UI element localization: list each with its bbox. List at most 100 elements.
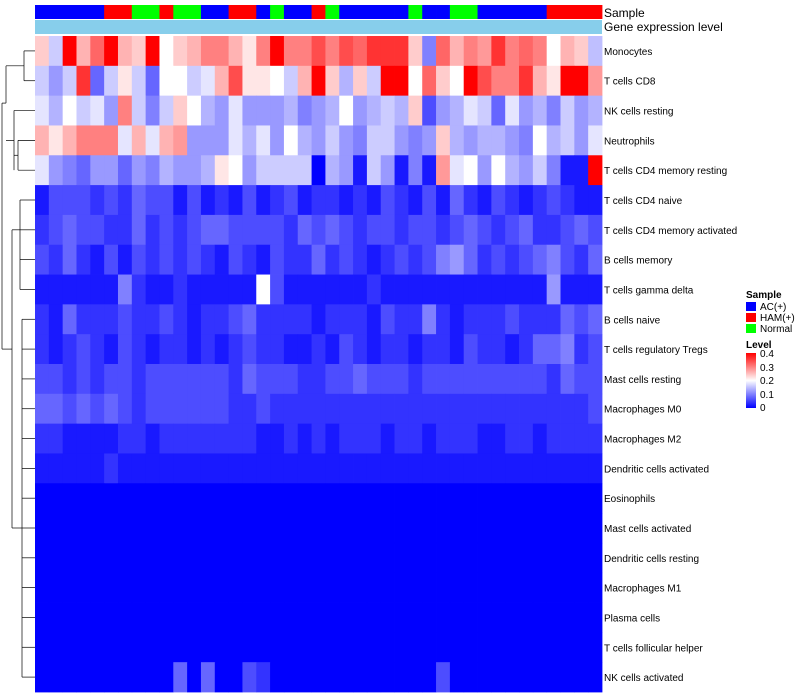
heatmap-cell [200,274,216,305]
heatmap-cell [449,364,465,395]
heatmap-cell [546,244,561,275]
heatmap-cell [463,155,478,186]
heatmap-cell [408,662,423,693]
heatmap-cell [311,274,326,305]
heatmap-cell [380,602,395,633]
heatmap-cell [76,453,91,484]
heatmap-cell [297,393,312,425]
heatmap-cell [90,95,105,126]
heatmap-cell [394,155,409,186]
sample-cell [200,5,216,19]
heatmap-cell [574,364,589,395]
heatmap-cell [408,36,423,67]
heatmap-cell [256,393,271,425]
heatmap-cell [131,185,147,216]
heatmap-cell [366,304,382,335]
heatmap-cell [463,65,478,97]
row-label: T cells CD8 [604,77,656,88]
heatmap-cell [394,95,409,126]
heatmap-cell [574,483,589,514]
heatmap-cell [353,602,368,633]
heatmap-cell [200,334,216,365]
heatmap-cell [532,36,548,67]
heatmap-cell [532,662,548,693]
heatmap-cell [477,632,492,663]
heatmap-cell [214,393,230,425]
heatmap-cell [145,602,160,633]
heatmap-cell [311,453,326,484]
heatmap-cell [519,304,534,335]
heatmap-cell [408,274,423,305]
heatmap-cell [560,393,575,425]
heatmap-cell [519,155,534,186]
heatmap-cell [366,542,382,574]
heatmap-cell [491,304,506,335]
sample-cell [546,5,561,19]
heatmap-cell [145,185,160,216]
row-label: NK cells activated [604,673,683,684]
heatmap-cell [117,125,133,156]
heatmap-cell [505,304,520,335]
heatmap-cell [588,214,603,246]
heatmap-cell [76,364,91,395]
sample-cell [574,5,589,19]
heatmap-cell [76,36,91,67]
heatmap-cell [117,244,133,275]
heatmap-cell [436,304,451,335]
heatmap-cell [270,602,285,633]
heatmap-cell [48,572,64,603]
heatmap-cell [366,423,382,454]
sample-cell [380,5,395,19]
heatmap-cell [35,572,50,603]
heatmap-cell [477,65,492,97]
legend-label-normal: Normal [760,324,792,335]
heatmap-cell [159,155,174,186]
heatmap-cell [131,662,147,693]
heatmap-cell [422,632,437,663]
heatmap-cell [242,274,257,305]
heatmap-cell [574,632,589,663]
heatmap-cell [560,125,575,156]
heatmap-cell [505,244,520,275]
heatmap-cell [325,334,340,365]
heatmap-cell [35,483,50,514]
heatmap-cell [145,274,160,305]
heatmap-cell [159,393,174,425]
heatmap-cell [200,125,216,156]
heatmap-cell [311,125,326,156]
heatmap-cell [242,364,257,395]
heatmap-cell [62,572,77,603]
heatmap-cell [62,662,77,693]
heatmap-cell [256,185,271,216]
heatmap-cell [311,393,326,425]
heatmap-cell [449,244,465,275]
heatmap-cell [159,185,174,216]
heatmap-cell [48,185,64,216]
heatmap-cell [283,513,299,544]
heatmap-cell [256,244,271,275]
heatmap-cell [283,214,299,246]
heatmap-cell [200,423,216,454]
heatmap-cell [297,244,312,275]
heatmap-cell [519,185,534,216]
heatmap-cell [366,513,382,544]
legend: Sample AC(+) HAM(+) Normal Level 0.4 0.3… [746,290,795,414]
heatmap-cell [90,513,105,544]
heatmap-cell [117,542,133,574]
heatmap-cell [283,36,299,67]
heatmap-cell [394,334,409,365]
heatmap-cell [380,393,395,425]
heatmap-cell [325,542,340,574]
heatmap-cell [422,483,437,514]
heatmap-cell [408,513,423,544]
heatmap-cell [159,244,174,275]
heatmap-cell [76,244,91,275]
heatmap-cell [546,632,561,663]
heatmap-cell [200,393,216,425]
heatmap-cell [62,214,77,246]
heatmap-cell [228,36,243,67]
heatmap-cell [228,542,243,574]
heatmap-cell [270,393,285,425]
heatmap-cell [325,36,340,67]
heatmap-cell [422,513,437,544]
